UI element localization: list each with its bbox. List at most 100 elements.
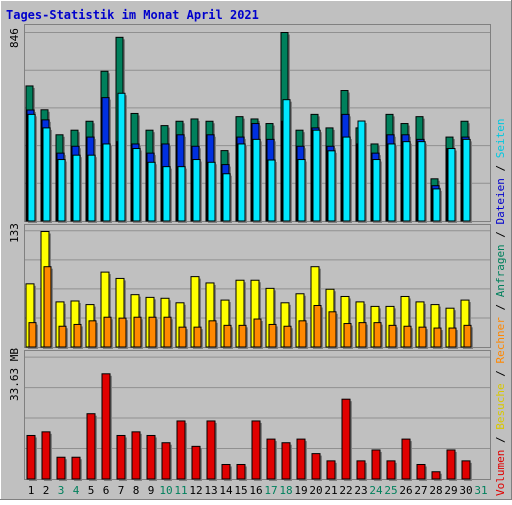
bar-seiten-day-7: [117, 92, 126, 222]
x-label-day-8: 8: [133, 484, 140, 497]
bar-rechner-day-3: [58, 325, 67, 348]
x-label-day-4: 4: [73, 484, 80, 497]
bar-rechner-day-11: [178, 326, 187, 348]
legend-separator: /: [494, 430, 507, 450]
bar-rechner-day-28: [433, 327, 442, 348]
bar-rechner-day-10: [163, 316, 172, 348]
bar-rechner-day-25: [388, 324, 397, 348]
legend-item-besuche: Besuche: [494, 383, 507, 429]
x-label-day-24: 24: [369, 484, 383, 497]
bar-rechner-day-8: [133, 316, 142, 348]
bar-volumen-day-10: [161, 442, 171, 480]
bar-volumen-day-8: [131, 431, 141, 480]
bar-rechner-day-15: [238, 324, 247, 348]
bar-volumen-day-17: [266, 438, 276, 480]
x-label-day-28: 28: [429, 484, 442, 497]
bar-volumen-day-23: [356, 460, 366, 480]
y-max-label-anfragen: 846: [8, 28, 21, 48]
chart-bars: [25, 32, 473, 481]
bar-volumen-day-21: [326, 460, 336, 480]
legend-item-rechner: Rechner: [494, 317, 507, 364]
bar-rechner-day-9: [148, 316, 157, 348]
bar-seiten-day-9: [147, 161, 156, 222]
bar-volumen-day-20: [311, 453, 321, 480]
bar-rechner-day-4: [73, 323, 82, 348]
bar-seiten-day-25: [387, 143, 396, 222]
bar-volumen-day-27: [416, 463, 426, 480]
bar-rechner-day-20: [313, 304, 322, 348]
bar-rechner-day-21: [328, 311, 337, 348]
x-label-day-16: 16: [249, 484, 262, 497]
bar-volumen-day-25: [386, 460, 396, 480]
legend-item-dateien: Dateien: [494, 178, 507, 224]
bar-volumen-day-9: [146, 434, 156, 480]
bar-rechner-day-12: [193, 326, 202, 348]
bar-volumen-day-5: [86, 413, 96, 480]
right-legend: Volumen / Besuche / Rechner / Anfragen /…: [494, 118, 507, 496]
x-label-day-7: 7: [118, 484, 125, 497]
bar-rechner-day-13: [208, 320, 217, 348]
bar-seiten-day-10: [162, 166, 171, 222]
bar-seiten-day-1: [27, 113, 36, 222]
x-label-day-20: 20: [309, 484, 322, 497]
bar-seiten-day-27: [417, 141, 426, 222]
bar-rechner-day-14: [223, 324, 232, 348]
bar-seiten-day-16: [252, 138, 261, 222]
y-max-label-volumen: 33.63 MB: [8, 348, 21, 401]
bar-seiten-day-13: [207, 161, 216, 222]
x-label-day-2: 2: [43, 484, 50, 497]
bar-volumen-day-1: [26, 434, 36, 480]
x-label-day-18: 18: [279, 484, 292, 497]
bar-volumen-day-30: [461, 460, 471, 480]
bar-seiten-day-11: [177, 166, 186, 222]
bar-rechner-day-2: [43, 266, 52, 348]
legend-separator: /: [494, 364, 507, 384]
legend-separator: /: [494, 158, 507, 178]
legend-item-volumen: Volumen: [494, 450, 507, 496]
bar-seiten-day-14: [222, 173, 231, 222]
bar-rechner-day-6: [103, 316, 112, 348]
bar-seiten-day-3: [57, 159, 66, 222]
x-label-day-3: 3: [58, 484, 65, 497]
x-label-day-1: 1: [28, 484, 35, 497]
x-label-day-13: 13: [204, 484, 217, 497]
bar-volumen-day-2: [41, 431, 51, 480]
y-max-label-besuche: 133: [8, 223, 21, 243]
x-label-day-9: 9: [148, 484, 155, 497]
bar-rechner-day-24: [373, 322, 382, 348]
bar-seiten-day-22: [342, 136, 351, 222]
bar-rechner-day-19: [298, 320, 307, 348]
bar-seiten-day-8: [132, 148, 141, 222]
bar-seiten-day-17: [267, 159, 276, 222]
bar-volumen-day-14: [221, 463, 231, 480]
bar-volumen-day-6: [101, 373, 111, 480]
bar-seiten-day-30: [462, 138, 471, 222]
bar-seiten-day-18: [282, 99, 291, 222]
x-label-day-25: 25: [384, 484, 397, 497]
x-label-day-21: 21: [324, 484, 337, 497]
bar-seiten-day-6: [102, 143, 111, 222]
bar-seiten-day-24: [372, 159, 381, 222]
bar-volumen-day-18: [281, 442, 291, 480]
bar-seiten-day-2: [42, 127, 51, 222]
bar-seiten-day-4: [72, 154, 81, 222]
x-label-day-22: 22: [339, 484, 352, 497]
bar-rechner-day-29: [448, 327, 457, 348]
bar-volumen-day-12: [191, 445, 201, 480]
bar-volumen-day-4: [71, 456, 81, 480]
x-label-day-12: 12: [189, 484, 202, 497]
bar-volumen-day-15: [236, 463, 246, 480]
bar-volumen-day-29: [446, 449, 456, 480]
bar-volumen-day-11: [176, 420, 186, 480]
x-label-day-30: 30: [459, 484, 472, 497]
x-label-day-29: 29: [444, 484, 457, 497]
bar-rechner-day-27: [418, 326, 427, 348]
bar-seiten-day-19: [297, 159, 306, 222]
legend-separator: /: [494, 224, 507, 244]
bar-seiten-day-28: [432, 188, 441, 222]
x-label-day-27: 27: [414, 484, 427, 497]
bar-seiten-day-23: [357, 120, 366, 222]
bar-volumen-day-28: [431, 471, 441, 480]
